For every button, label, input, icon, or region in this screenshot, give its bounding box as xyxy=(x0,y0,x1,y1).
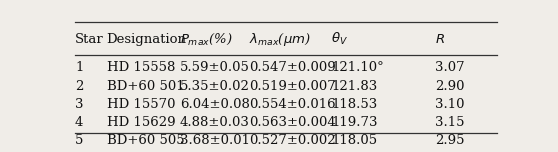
Text: 3.68±0.01: 3.68±0.01 xyxy=(180,134,250,147)
Text: 121.83: 121.83 xyxy=(331,80,378,93)
Text: 4: 4 xyxy=(75,116,83,129)
Text: HD 15558: HD 15558 xyxy=(107,61,175,74)
Text: 6.04±0.08: 6.04±0.08 xyxy=(180,98,250,111)
Text: $\theta_V$: $\theta_V$ xyxy=(331,31,348,47)
Text: 3: 3 xyxy=(75,98,84,111)
Text: 4.88±0.03: 4.88±0.03 xyxy=(180,116,250,129)
Text: BD+60 501: BD+60 501 xyxy=(107,80,184,93)
Text: 3.07: 3.07 xyxy=(435,61,465,74)
Text: 2.90: 2.90 xyxy=(435,80,465,93)
Text: HD 15570: HD 15570 xyxy=(107,98,175,111)
Text: Designation: Designation xyxy=(107,33,186,46)
Text: HD 15629: HD 15629 xyxy=(107,116,175,129)
Text: 0.547±0.009: 0.547±0.009 xyxy=(249,61,336,74)
Text: 2.95: 2.95 xyxy=(435,134,465,147)
Text: 1: 1 xyxy=(75,61,83,74)
Text: 121.10°: 121.10° xyxy=(331,61,384,74)
Text: 0.563±0.004: 0.563±0.004 xyxy=(249,116,336,129)
Text: 2: 2 xyxy=(75,80,83,93)
Text: $\lambda_{max}$($\mu m$): $\lambda_{max}$($\mu m$) xyxy=(249,31,311,48)
Text: $P_{max}$(%): $P_{max}$(%) xyxy=(180,32,233,47)
Text: BD+60 505: BD+60 505 xyxy=(107,134,184,147)
Text: 5.35±0.02: 5.35±0.02 xyxy=(180,80,250,93)
Text: 118.05: 118.05 xyxy=(331,134,378,147)
Text: 119.73: 119.73 xyxy=(331,116,378,129)
Text: 0.554±0.016: 0.554±0.016 xyxy=(249,98,336,111)
Text: 5: 5 xyxy=(75,134,83,147)
Text: 3.10: 3.10 xyxy=(435,98,465,111)
Text: 0.519±0.007: 0.519±0.007 xyxy=(249,80,336,93)
Text: 118.53: 118.53 xyxy=(331,98,378,111)
Text: 0.527±0.002: 0.527±0.002 xyxy=(249,134,336,147)
Text: 5.59±0.05: 5.59±0.05 xyxy=(180,61,250,74)
Text: $R$: $R$ xyxy=(435,33,445,46)
Text: 3.15: 3.15 xyxy=(435,116,465,129)
Text: Star: Star xyxy=(75,33,104,46)
